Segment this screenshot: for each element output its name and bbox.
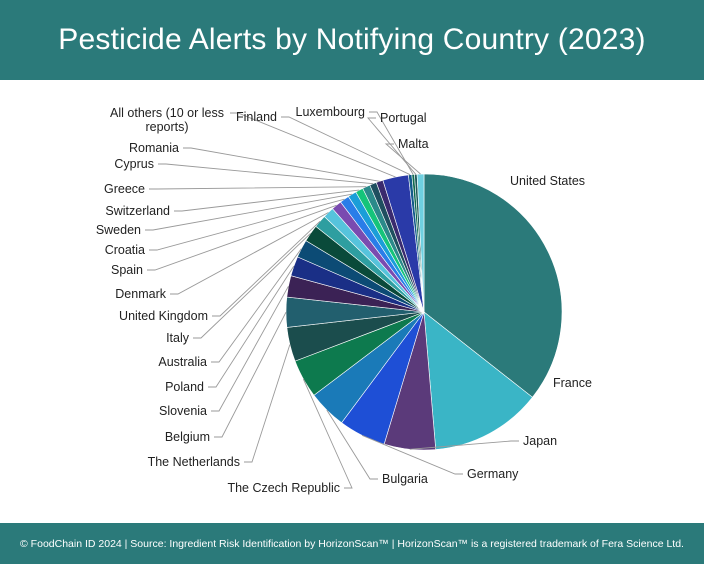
pie-slice-malta: [416, 173, 425, 313]
leader-line-all-others-10-or-less-reports: [230, 112, 396, 178]
pie-slices: [285, 173, 563, 451]
slice-label-all-others-10-or-less-reports: All others (10 or less reports): [110, 106, 224, 134]
slice-label-portugal: Portugal: [380, 111, 427, 125]
slice-label-france: France: [553, 376, 592, 390]
slice-labels: United States France Japan Germany Bulgaria T…: [96, 105, 592, 495]
leader-line-australia: [211, 248, 302, 363]
label-leader-lines: [145, 111, 519, 489]
slice-label-denmark: Denmark: [115, 287, 166, 301]
slice-label-united-kingdom: United Kingdom: [119, 309, 208, 323]
slice-label-finland: Finland: [236, 110, 277, 124]
title-banner: Pesticide Alerts by Notifying Country (2…: [0, 0, 704, 80]
slice-label-germany: Germany: [467, 467, 519, 481]
leader-line-sweden: [145, 193, 353, 231]
footer-credit: © FoodChain ID 2024 | Source: Ingredient…: [20, 537, 684, 550]
pie-slice-france: [423, 311, 533, 450]
pie-chart: United States France Japan Germany Bulgaria T…: [96, 105, 592, 495]
slice-label-the-czech-republic: The Czech Republic: [227, 481, 340, 495]
slice-label-italy: Italy: [166, 331, 190, 345]
slice-label-greece: Greece: [104, 182, 145, 196]
leader-line-germany: [361, 434, 463, 475]
chart-title: Pesticide Alerts by Notifying Country (2…: [58, 23, 646, 56]
leader-line-italy: [193, 232, 311, 339]
slice-label-sweden: Sweden: [96, 223, 141, 237]
slice-label-australia: Australia: [158, 355, 207, 369]
slice-label-cyprus: Cyprus: [114, 157, 154, 171]
slice-label-spain: Spain: [111, 263, 143, 277]
leader-line-bulgaria: [326, 409, 378, 480]
pie-slice-united-states: [423, 173, 563, 398]
leader-line-belgium: [214, 311, 287, 438]
leader-line-croatia: [149, 198, 345, 251]
slice-label-united-states: United States: [510, 174, 585, 188]
leader-line-luxembourg: [369, 111, 414, 175]
leader-line-finland: [281, 116, 411, 176]
leader-line-cyprus: [158, 163, 374, 185]
leader-line-spain: [147, 204, 337, 271]
slice-label-romania: Romania: [129, 141, 179, 155]
slice-label-slovenia: Slovenia: [159, 404, 207, 418]
leader-line-denmark: [170, 212, 329, 295]
leader-line-malta: [384, 143, 421, 175]
leader-line-switzerland: [174, 189, 360, 212]
leader-line-united-kingdom: [212, 220, 321, 317]
slice-label-japan: Japan: [523, 434, 557, 448]
leader-line-japan: [409, 440, 519, 450]
slice-label-poland: Poland: [165, 380, 204, 394]
leader-line-romania: [183, 147, 380, 182]
leader-line-greece: [149, 186, 367, 190]
slice-label-switzerland: Switzerland: [105, 204, 170, 218]
footer-banner: © FoodChain ID 2024 | Source: Ingredient…: [0, 523, 704, 564]
slice-label-the-netherlands: The Netherlands: [148, 455, 240, 469]
leader-line-the-czech-republic: [302, 378, 353, 489]
leader-line-slovenia: [211, 286, 289, 412]
slice-label-bulgaria: Bulgaria: [382, 472, 428, 486]
leader-line-poland: [208, 265, 295, 388]
slice-label-luxembourg: Luxembourg: [296, 105, 366, 119]
leader-line-the-netherlands: [244, 344, 291, 463]
slice-label-belgium: Belgium: [165, 430, 210, 444]
slice-label-croatia: Croatia: [105, 243, 145, 257]
slice-label-malta: Malta: [398, 137, 429, 151]
pie-chart-area: United States France Japan Germany Bulgaria T…: [0, 80, 704, 523]
